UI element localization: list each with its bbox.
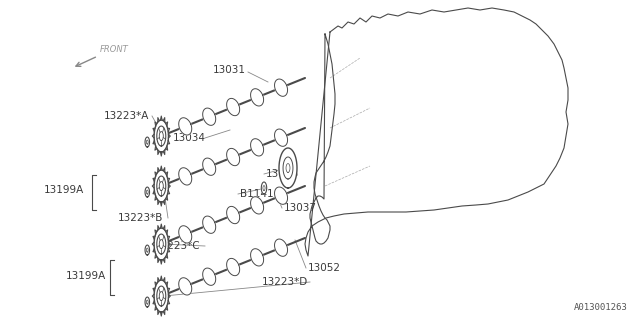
Text: 13199A: 13199A [44, 185, 84, 195]
Polygon shape [275, 79, 287, 96]
Polygon shape [227, 206, 239, 224]
Text: 13146: 13146 [266, 169, 299, 179]
Text: 13223*A: 13223*A [104, 111, 149, 121]
Text: 13052: 13052 [308, 263, 341, 273]
Polygon shape [145, 137, 150, 147]
Text: FRONT: FRONT [100, 45, 129, 54]
Polygon shape [275, 129, 287, 146]
Text: 13223*C: 13223*C [155, 241, 200, 251]
Polygon shape [251, 139, 264, 156]
Polygon shape [251, 249, 264, 266]
Text: B11414: B11414 [240, 189, 280, 199]
Polygon shape [154, 280, 168, 312]
Text: 13199A: 13199A [66, 271, 106, 281]
Text: 13223*B: 13223*B [118, 213, 163, 223]
Polygon shape [203, 108, 216, 125]
Polygon shape [203, 158, 216, 175]
Polygon shape [227, 148, 239, 166]
Text: 13037: 13037 [284, 203, 317, 213]
Polygon shape [203, 216, 216, 233]
Polygon shape [203, 268, 216, 285]
Polygon shape [275, 239, 287, 256]
Polygon shape [145, 187, 150, 197]
Text: 13031: 13031 [213, 65, 246, 75]
Polygon shape [227, 98, 239, 116]
Text: 13034: 13034 [173, 133, 206, 143]
Polygon shape [179, 118, 192, 135]
Polygon shape [179, 226, 192, 243]
Polygon shape [261, 182, 267, 194]
Polygon shape [251, 197, 264, 214]
Polygon shape [179, 168, 192, 185]
Polygon shape [251, 89, 264, 106]
Text: 13223*D: 13223*D [262, 277, 308, 287]
Polygon shape [179, 278, 192, 295]
Polygon shape [154, 228, 168, 260]
Polygon shape [154, 120, 168, 152]
Polygon shape [145, 297, 150, 307]
Text: A013001263: A013001263 [574, 303, 628, 312]
Polygon shape [227, 258, 239, 276]
Polygon shape [145, 245, 150, 255]
Polygon shape [154, 170, 168, 202]
Polygon shape [275, 187, 287, 204]
Polygon shape [279, 148, 297, 188]
